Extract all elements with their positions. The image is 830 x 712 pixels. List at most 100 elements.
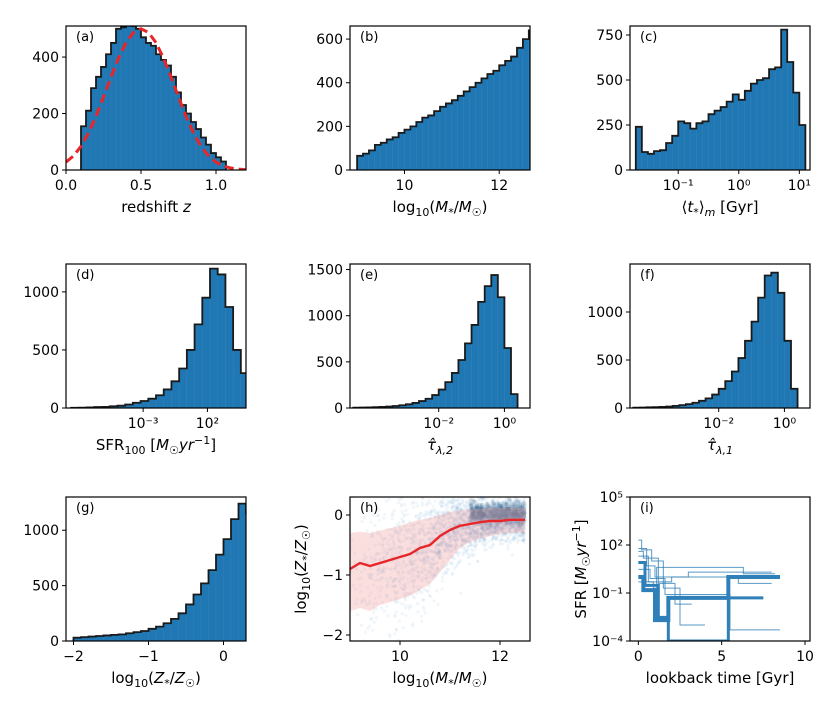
scatter-point: [488, 505, 492, 509]
scatter-point: [363, 597, 367, 601]
scatter-point: [439, 526, 443, 531]
scatter-point: [472, 509, 477, 513]
scatter-point: [385, 585, 389, 589]
scatter-point: [506, 547, 510, 551]
scatter-point: [519, 527, 523, 532]
scatter-point: [370, 533, 375, 538]
histogram-bar: [499, 65, 506, 170]
scatter-point: [446, 547, 450, 552]
scatter-point: [428, 501, 432, 505]
x-tick-label: 12: [490, 178, 508, 194]
scatter-point: [454, 516, 458, 520]
scatter-point: [476, 511, 481, 516]
scatter-point: [507, 521, 511, 525]
y-tick-label: 200: [32, 107, 59, 123]
scatter-point: [423, 533, 427, 537]
histogram-bar: [135, 28, 142, 170]
histogram-bar: [185, 604, 194, 641]
histogram-bar: [469, 86, 476, 170]
scatter-point: [521, 530, 526, 534]
scatter-point: [383, 512, 387, 517]
scatter-point: [496, 523, 500, 527]
scatter-point: [485, 525, 490, 529]
scatter-point: [359, 576, 363, 580]
scatter-point: [461, 537, 466, 542]
scatter-point: [411, 571, 416, 576]
scatter-point: [427, 584, 432, 588]
scatter-point: [491, 543, 495, 547]
scatter-point: [474, 543, 478, 548]
scatter-point: [468, 514, 472, 518]
scatter-point: [463, 519, 467, 523]
scatter-point: [447, 537, 451, 541]
scatter-point: [482, 530, 486, 534]
scatter-point: [393, 613, 397, 617]
scatter-point: [430, 513, 434, 517]
scatter-point: [476, 527, 480, 532]
scatter-point: [440, 556, 444, 560]
scatter-point: [522, 538, 526, 542]
scatter-point: [466, 555, 470, 560]
scatter-point: [515, 530, 519, 534]
scatter-point: [492, 526, 497, 530]
scatter-point: [477, 497, 481, 501]
scatter-point: [426, 589, 430, 593]
scatter-point: [387, 633, 392, 637]
scatter-point: [478, 505, 482, 509]
scatter-point: [469, 516, 473, 520]
scatter-point: [399, 566, 403, 570]
scatter-point: [371, 628, 375, 632]
scatter-point: [510, 522, 514, 526]
plot-area: [70, 267, 246, 408]
scatter-point: [460, 498, 464, 502]
scatter-point: [493, 516, 498, 521]
scatter-point: [506, 522, 510, 527]
scatter-point: [516, 514, 521, 518]
scatter-point: [471, 549, 475, 553]
plot-area: [66, 26, 246, 170]
scatter-point: [492, 525, 496, 529]
scatter-point: [474, 506, 479, 510]
scatter-point: [486, 508, 491, 513]
scatter-point: [468, 502, 473, 506]
scatter-point: [441, 559, 446, 563]
scatter-point: [460, 526, 465, 531]
scatter-point: [469, 507, 473, 512]
scatter-point: [401, 539, 405, 543]
scatter-point: [429, 572, 433, 576]
scatter-point: [463, 540, 467, 544]
histogram-bar: [653, 150, 661, 170]
scatter-point: [446, 510, 451, 515]
scatter-point: [437, 554, 441, 559]
y-tick-label: 10⁻¹: [592, 586, 623, 602]
histogram-bar: [714, 110, 721, 170]
scatter-point: [464, 539, 469, 543]
scatter-point: [425, 550, 429, 554]
scatter-point: [443, 543, 448, 547]
scatter-point: [518, 510, 522, 514]
scatter-point: [505, 539, 509, 543]
scatter-point: [487, 522, 491, 527]
scatter-point: [405, 512, 410, 517]
scatter-point: [446, 504, 450, 509]
scatter-point: [488, 524, 492, 528]
scatter-point: [491, 522, 496, 526]
scatter-point: [455, 506, 460, 510]
scatter-point: [460, 533, 465, 538]
scatter-point: [468, 518, 473, 523]
panel-label: (f): [640, 268, 655, 283]
scatter-point: [467, 526, 472, 530]
scatter-point: [438, 557, 442, 561]
scatter-point: [429, 522, 433, 526]
scatter-point: [417, 570, 421, 574]
scatter-point: [471, 513, 475, 517]
scatter-point: [417, 574, 421, 578]
scatter-point: [427, 474, 430, 477]
scatter-point: [475, 532, 480, 537]
scatter-point: [433, 510, 437, 514]
scatter-point: [502, 526, 506, 530]
histogram-bar: [427, 115, 435, 170]
scatter-point: [410, 528, 415, 532]
scatter-point: [382, 556, 387, 561]
